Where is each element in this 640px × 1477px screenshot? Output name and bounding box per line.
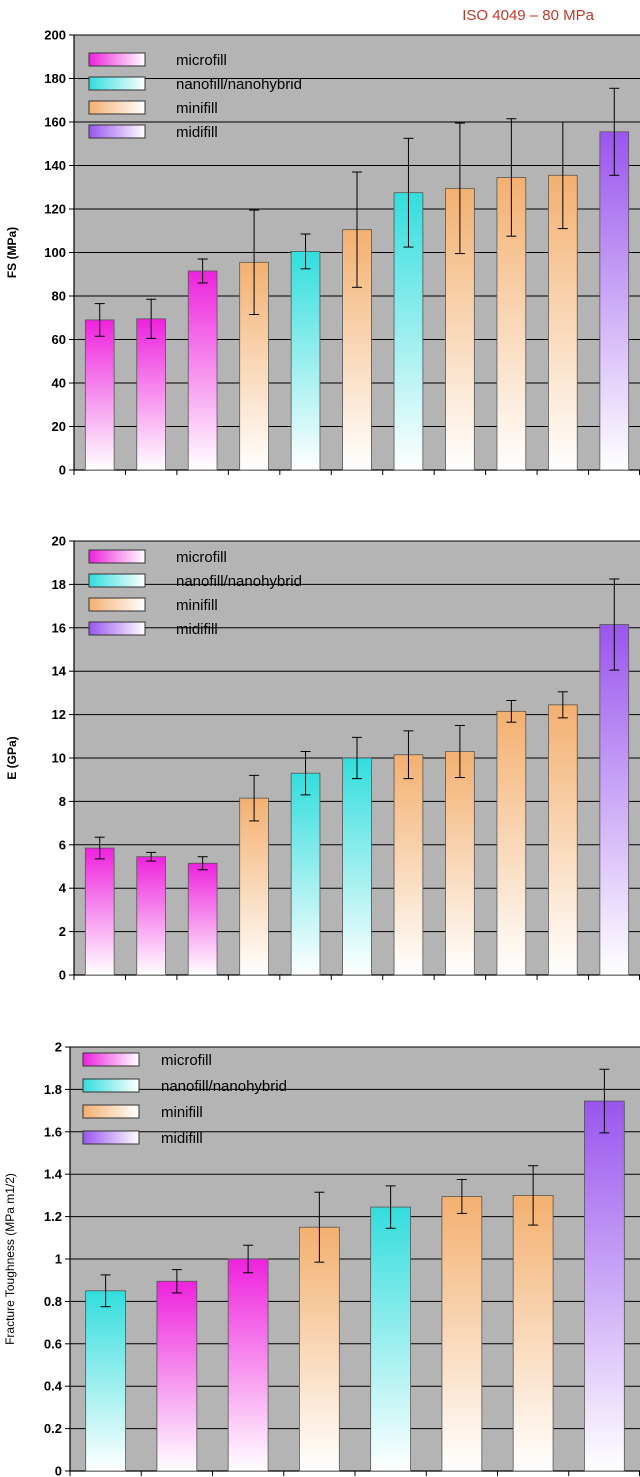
y-tick-label: 6 — [59, 837, 66, 852]
bar-minifill — [445, 751, 475, 976]
y-tick-label: 12 — [52, 707, 66, 722]
y-axis-label: Fracture Toughness (MPa m1/2) — [3, 1173, 17, 1345]
legend-label-midifill: midifill — [176, 124, 218, 141]
legend-label-nanofill-nanohybrid: nanofill/nanohybrid — [176, 76, 302, 93]
y-tick-label: 14 — [52, 664, 67, 679]
bar-microfill — [136, 318, 166, 471]
chart-2: 0 2 4 6 8 10 12 14 16 18 20 microfill nanofill/nanoh… — [5, 534, 640, 983]
y-tick-label: 0.8 — [44, 1294, 62, 1309]
y-tick-label: 1 — [55, 1252, 62, 1267]
legend-label-nanofill-nanohybrid: nanofill/nanohybrid — [176, 573, 302, 590]
bar-nanofill-nanohybrid — [342, 757, 372, 976]
y-tick-label: 0.6 — [44, 1336, 62, 1351]
y-tick-label: 140 — [44, 158, 66, 173]
bar-midifill — [599, 131, 630, 471]
legend-label-microfill: microfill — [176, 52, 227, 69]
legend-label-microfill: microfill — [176, 549, 227, 566]
y-tick-label: 2 — [59, 924, 66, 939]
y-axis-label: E (GPa) — [5, 736, 19, 779]
y-tick-label: 200 — [44, 28, 66, 43]
y-tick-label: 20 — [52, 534, 66, 549]
bar-microfill — [84, 847, 115, 976]
bar-minifill — [393, 754, 424, 976]
y-tick-label: 1.8 — [44, 1082, 62, 1097]
y-tick-label: 2 — [55, 1040, 62, 1055]
y-tick-label: 80 — [52, 289, 66, 304]
legend-swatch-microfill — [82, 1052, 140, 1067]
bar-nanofill-nanohybrid — [85, 1290, 126, 1472]
legend-swatch-nanofill-nanohybrid — [88, 76, 146, 91]
y-tick-label: 120 — [44, 202, 66, 217]
iso-annotation: ISO 4049 – 80 MPa — [462, 7, 594, 24]
legend-swatch-nanofill-nanohybrid — [88, 573, 146, 588]
y-tick-label: 18 — [52, 577, 66, 592]
bar-minifill — [548, 704, 578, 976]
legend-label-microfill: microfill — [161, 1052, 212, 1069]
bar-minifill — [512, 1195, 554, 1472]
legend-label-minifill: minifill — [161, 1104, 203, 1121]
bar-microfill — [156, 1280, 198, 1472]
legend-swatch-midifill — [82, 1130, 140, 1145]
y-tick-label: 1.2 — [44, 1209, 62, 1224]
bar-nanofill-nanohybrid — [290, 251, 321, 471]
legend-label-nanofill-nanohybrid: nanofill/nanohybrid — [161, 1078, 287, 1095]
chart-1: 0 20 40 60 80 100 120 140 160 180 200 microfill nano… — [5, 28, 640, 478]
y-tick-label: 4 — [59, 881, 67, 896]
y-axis-label: FS (MPa) — [5, 227, 19, 278]
bar-microfill — [187, 270, 218, 471]
y-tick-label: 1.4 — [44, 1167, 63, 1182]
legend-swatch-nanofill-nanohybrid — [82, 1078, 140, 1093]
y-tick-label: 40 — [52, 376, 66, 391]
y-tick-label: 16 — [52, 620, 66, 635]
legend-label-midifill: midifill — [161, 1130, 203, 1147]
y-tick-label: 0 — [59, 968, 66, 983]
bar-microfill — [84, 319, 115, 471]
legend-label-midifill: midifill — [176, 621, 218, 638]
bar-nanofill-nanohybrid — [370, 1206, 411, 1472]
bar-nanofill-nanohybrid — [290, 772, 321, 976]
y-tick-label: 10 — [52, 751, 66, 766]
legend-swatch-midifill — [88, 124, 146, 139]
bar-microfill — [227, 1258, 269, 1472]
legend-swatch-midifill — [88, 621, 146, 636]
legend-swatch-minifill — [88, 597, 146, 612]
bar-midifill — [584, 1100, 625, 1472]
legend-swatch-microfill — [88, 52, 146, 67]
bar-minifill — [239, 797, 269, 976]
y-tick-label: 8 — [59, 794, 66, 809]
bar-microfill — [187, 862, 218, 976]
bar-minifill — [299, 1226, 340, 1472]
legend-swatch-minifill — [88, 100, 146, 115]
y-tick-label: 100 — [44, 245, 66, 260]
legend-swatch-minifill — [82, 1104, 140, 1119]
y-tick-label: 160 — [44, 115, 66, 130]
y-tick-label: 0 — [55, 1464, 62, 1477]
bar-minifill — [441, 1196, 483, 1472]
y-tick-label: 0.4 — [44, 1379, 63, 1394]
y-tick-label: 180 — [44, 71, 66, 86]
legend-label-minifill: minifill — [176, 597, 218, 614]
legend-label-minifill: minifill — [176, 100, 218, 117]
legend-swatch-microfill — [88, 549, 146, 564]
y-tick-label: 0 — [59, 463, 66, 478]
y-tick-label: 1.6 — [44, 1124, 62, 1139]
bar-midifill — [599, 624, 630, 976]
bar-microfill — [136, 856, 166, 976]
y-tick-label: 20 — [52, 419, 66, 434]
y-tick-label: 0.2 — [44, 1421, 62, 1436]
bar-minifill — [496, 710, 527, 976]
y-tick-label: 60 — [52, 332, 66, 347]
chart-3: 0 0.2 0.4 0.6 0.8 1 1.2 1.4 1.6 1.8 2 microfill nano… — [3, 1040, 640, 1477]
